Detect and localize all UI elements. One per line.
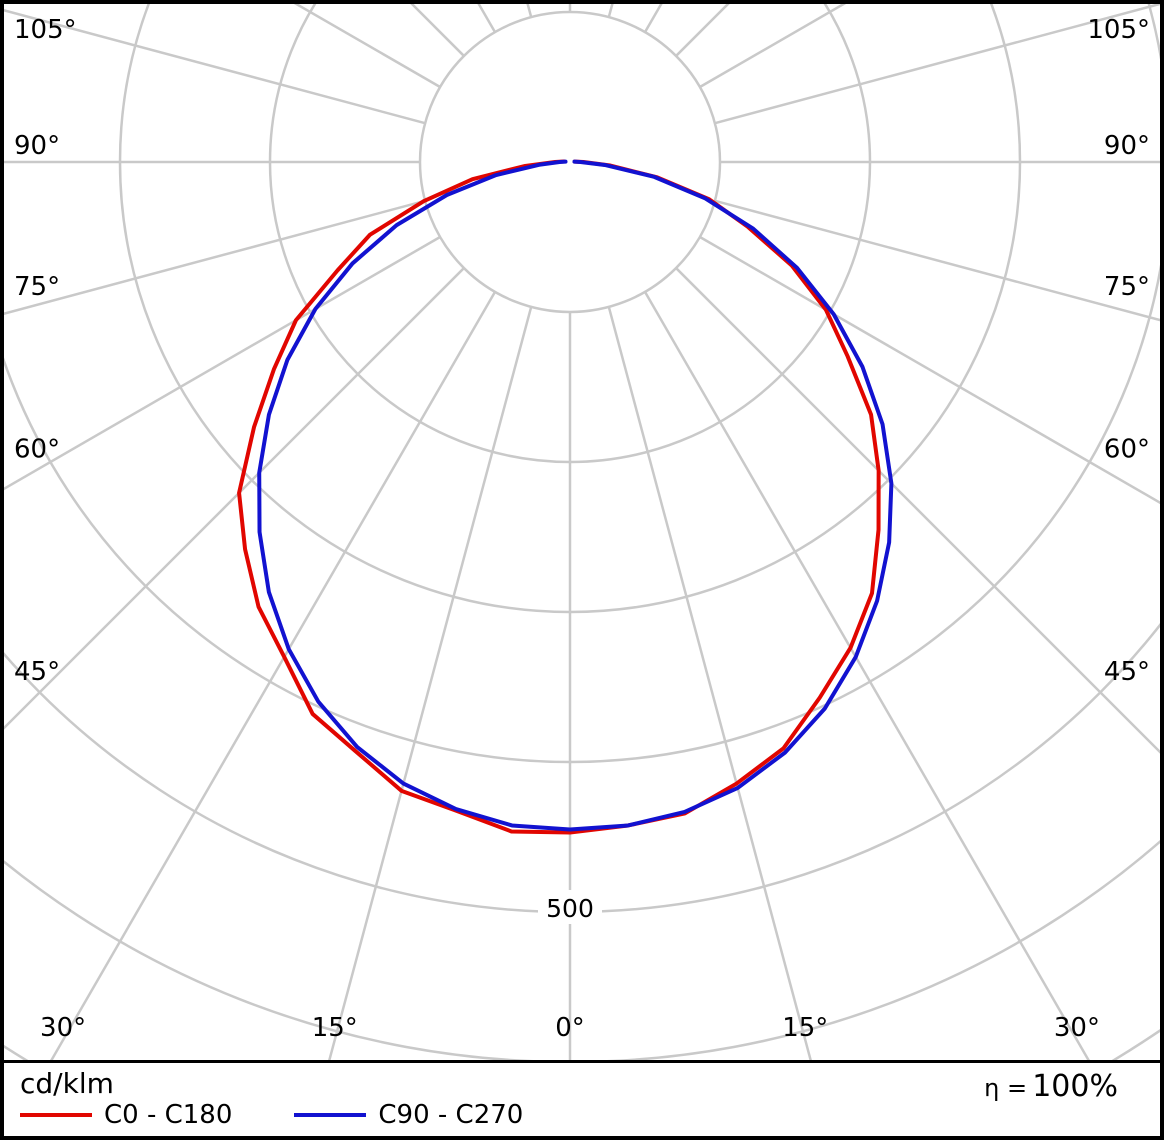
angle-label-bottom: 30° (40, 1013, 86, 1043)
legend-swatch-c90-c270 (294, 1113, 367, 1117)
legend-swatch-c0-c180 (20, 1113, 92, 1117)
angle-label-right: 45° (1104, 657, 1150, 687)
angle-label-left: 45° (14, 657, 60, 687)
legend-label-c90-c270: C90 - C270 (378, 1100, 524, 1130)
angle-label-bottom: 15° (782, 1013, 828, 1043)
angle-label-left: 90° (14, 131, 60, 161)
angle-label-left: 75° (14, 272, 60, 302)
grid-spoke (699, 235, 1160, 505)
grid-spoke (4, 235, 441, 491)
efficiency: η = 100% (984, 1069, 1118, 1104)
angle-label-right: 60° (1104, 435, 1150, 465)
angle-label-bottom: 30° (1054, 1013, 1100, 1043)
angle-label-bottom: 0° (555, 1013, 585, 1043)
angle-label-left: 105° (14, 15, 77, 45)
curve-c90-c270 (257, 159, 894, 832)
grid-ring (4, 622, 1160, 914)
grid-spoke (714, 4, 1160, 125)
efficiency-value: 100% (1032, 1069, 1118, 1104)
ring-label-backing (538, 890, 602, 924)
grid-spoke (643, 291, 1090, 1060)
angle-label-right: 75° (1104, 272, 1150, 302)
grid-spoke (50, 291, 497, 1060)
angle-label-left: 60° (14, 435, 60, 465)
grid-spoke (526, 4, 533, 18)
grid-spoke (477, 4, 497, 33)
ring-value-label: 500 (546, 894, 594, 923)
angle-label-right: 90° (1104, 131, 1150, 161)
polar-chart: 105° 90° 75° 60° 45° 105° 90° 75° 60° 45° 30° 15° 0°… (4, 4, 1160, 1060)
angle-label-right: 105° (1087, 15, 1150, 45)
legend-label-c0-c180: C0 - C180 (104, 1100, 233, 1130)
legend-series-row: C0 - C180 C90 - C270 (20, 1100, 1144, 1130)
grid-spoke (4, 9, 426, 125)
grid-spoke (607, 306, 812, 1060)
grid-spoke (4, 199, 426, 315)
grid-spoke (607, 4, 614, 18)
grid-spoke (714, 199, 1160, 322)
grid-spoke (4, 267, 465, 730)
legend: cd/klm η = 100% C0 - C180 C90 - C270 (4, 1060, 1160, 1136)
grid-ring (418, 10, 722, 314)
efficiency-label: η = (984, 1074, 1028, 1102)
curve-c0-c180 (237, 159, 881, 835)
grid-spoke (675, 267, 1160, 754)
units-label: cd/klm (20, 1067, 114, 1100)
angle-label-bottom: 15° (312, 1013, 358, 1043)
grid-spoke (328, 306, 533, 1060)
polar-plot-area: 105° 90° 75° 60° 45° 105° 90° 75° 60° 45° 30° 15° 0°… (4, 4, 1160, 1060)
